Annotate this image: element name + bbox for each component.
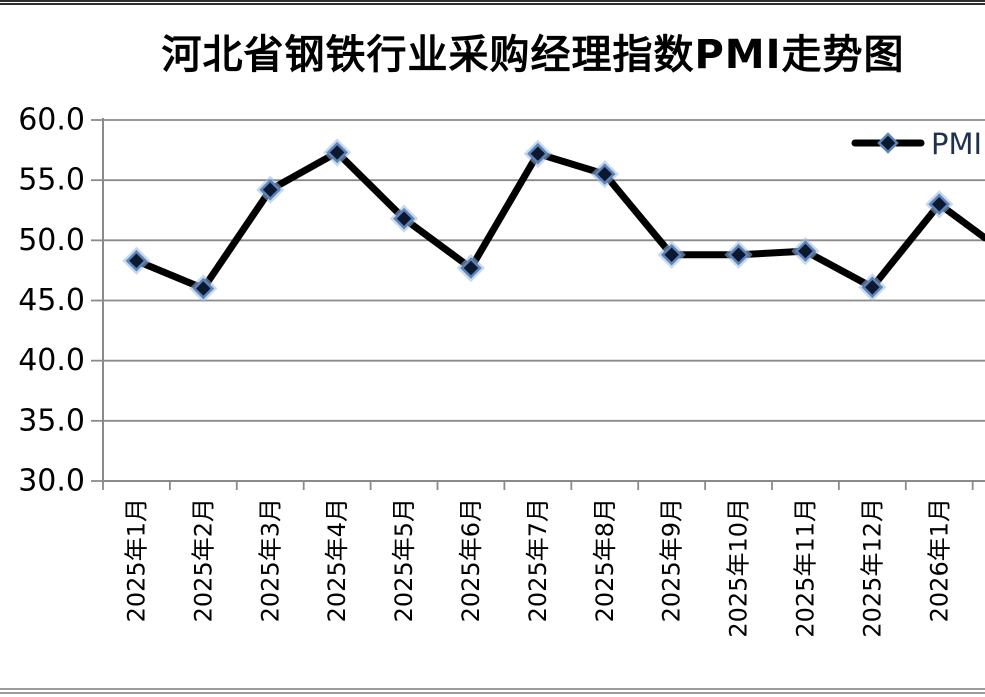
x-axis-label: 2025年12月 — [858, 498, 886, 638]
x-axis-label: 2026年1月 — [925, 498, 953, 622]
pmi-marker — [326, 141, 348, 164]
y-axis-label: 45.0 — [18, 283, 85, 318]
x-axis-label: 2025年9月 — [658, 498, 686, 622]
pmi-marker-halo — [724, 240, 753, 269]
pmi-marker — [660, 244, 683, 266]
pmi-marker-halo — [791, 237, 820, 266]
pmi-marker-halo — [590, 160, 619, 189]
x-axis-label: 2025年2月 — [189, 498, 217, 622]
pmi-marker-halo — [858, 273, 887, 302]
x-axis-label: 2025年10月 — [725, 498, 753, 638]
legend-marker-icon — [877, 132, 899, 154]
x-axis-label: 2025年1月 — [122, 498, 150, 622]
gridlines — [103, 119, 985, 422]
pmi-marker-halo — [456, 253, 486, 283]
pmi-marker — [794, 240, 817, 262]
x-ticks — [102, 481, 974, 490]
pmi-marker-halo — [657, 240, 686, 269]
pmi-marker — [259, 179, 282, 201]
pmi-marker — [527, 142, 549, 165]
pmi-marker — [192, 277, 215, 300]
x-axis-label: 2025年4月 — [323, 498, 351, 622]
y-axis-label: 60.0 — [18, 103, 85, 138]
pmi-marker-halo — [256, 175, 285, 204]
pmi-marker — [393, 207, 415, 230]
y-axis-label: 35.0 — [18, 403, 85, 438]
x-axis-label: 2025年8月 — [591, 498, 619, 622]
x-axis-label: 2025年7月 — [524, 498, 552, 622]
pmi-marker — [727, 244, 750, 266]
pmi-markers — [122, 138, 954, 303]
pmi-marker-halo — [389, 204, 419, 233]
y-axis-label: 50.0 — [18, 223, 85, 258]
y-axis-labels: 60.0 55.0 50.0 45.0 40.0 35.0 30.0 — [18, 103, 103, 499]
pmi-marker — [593, 163, 616, 185]
y-axis-label: 30.0 — [18, 464, 85, 499]
pmi-marker-halo — [122, 246, 151, 275]
y-axis-label: 55.0 — [18, 163, 85, 198]
top-divider — [0, 0, 985, 5]
pmi-marker — [460, 257, 482, 279]
x-axis-label: 2025年11月 — [791, 498, 819, 638]
x-axis-label: 2025年6月 — [457, 498, 485, 622]
pmi-marker — [861, 276, 884, 299]
pmi-marker-halo — [189, 274, 218, 303]
bottom-divider — [0, 688, 985, 694]
pmi-marker-halo — [323, 138, 352, 167]
x-axis-labels: 2025年1月 2025年2月 2025年3月 2025年4月 2025年5月 2025年… — [122, 498, 953, 638]
x-axis-label: 2025年3月 — [256, 498, 284, 622]
pmi-marker-halo — [925, 190, 954, 219]
pmi-marker — [125, 250, 148, 272]
x-axis-label: 2025年5月 — [390, 498, 418, 622]
legend: PMI — [851, 127, 982, 161]
legend-label: PMI — [931, 127, 982, 161]
y-axis-label: 40.0 — [18, 343, 85, 378]
pmi-line — [132, 148, 985, 292]
pmi-marker-halo — [523, 139, 552, 168]
pmi-marker — [928, 193, 951, 216]
chart-title: 河北省钢铁行业采购经理指数PMI走势图 — [161, 32, 905, 78]
